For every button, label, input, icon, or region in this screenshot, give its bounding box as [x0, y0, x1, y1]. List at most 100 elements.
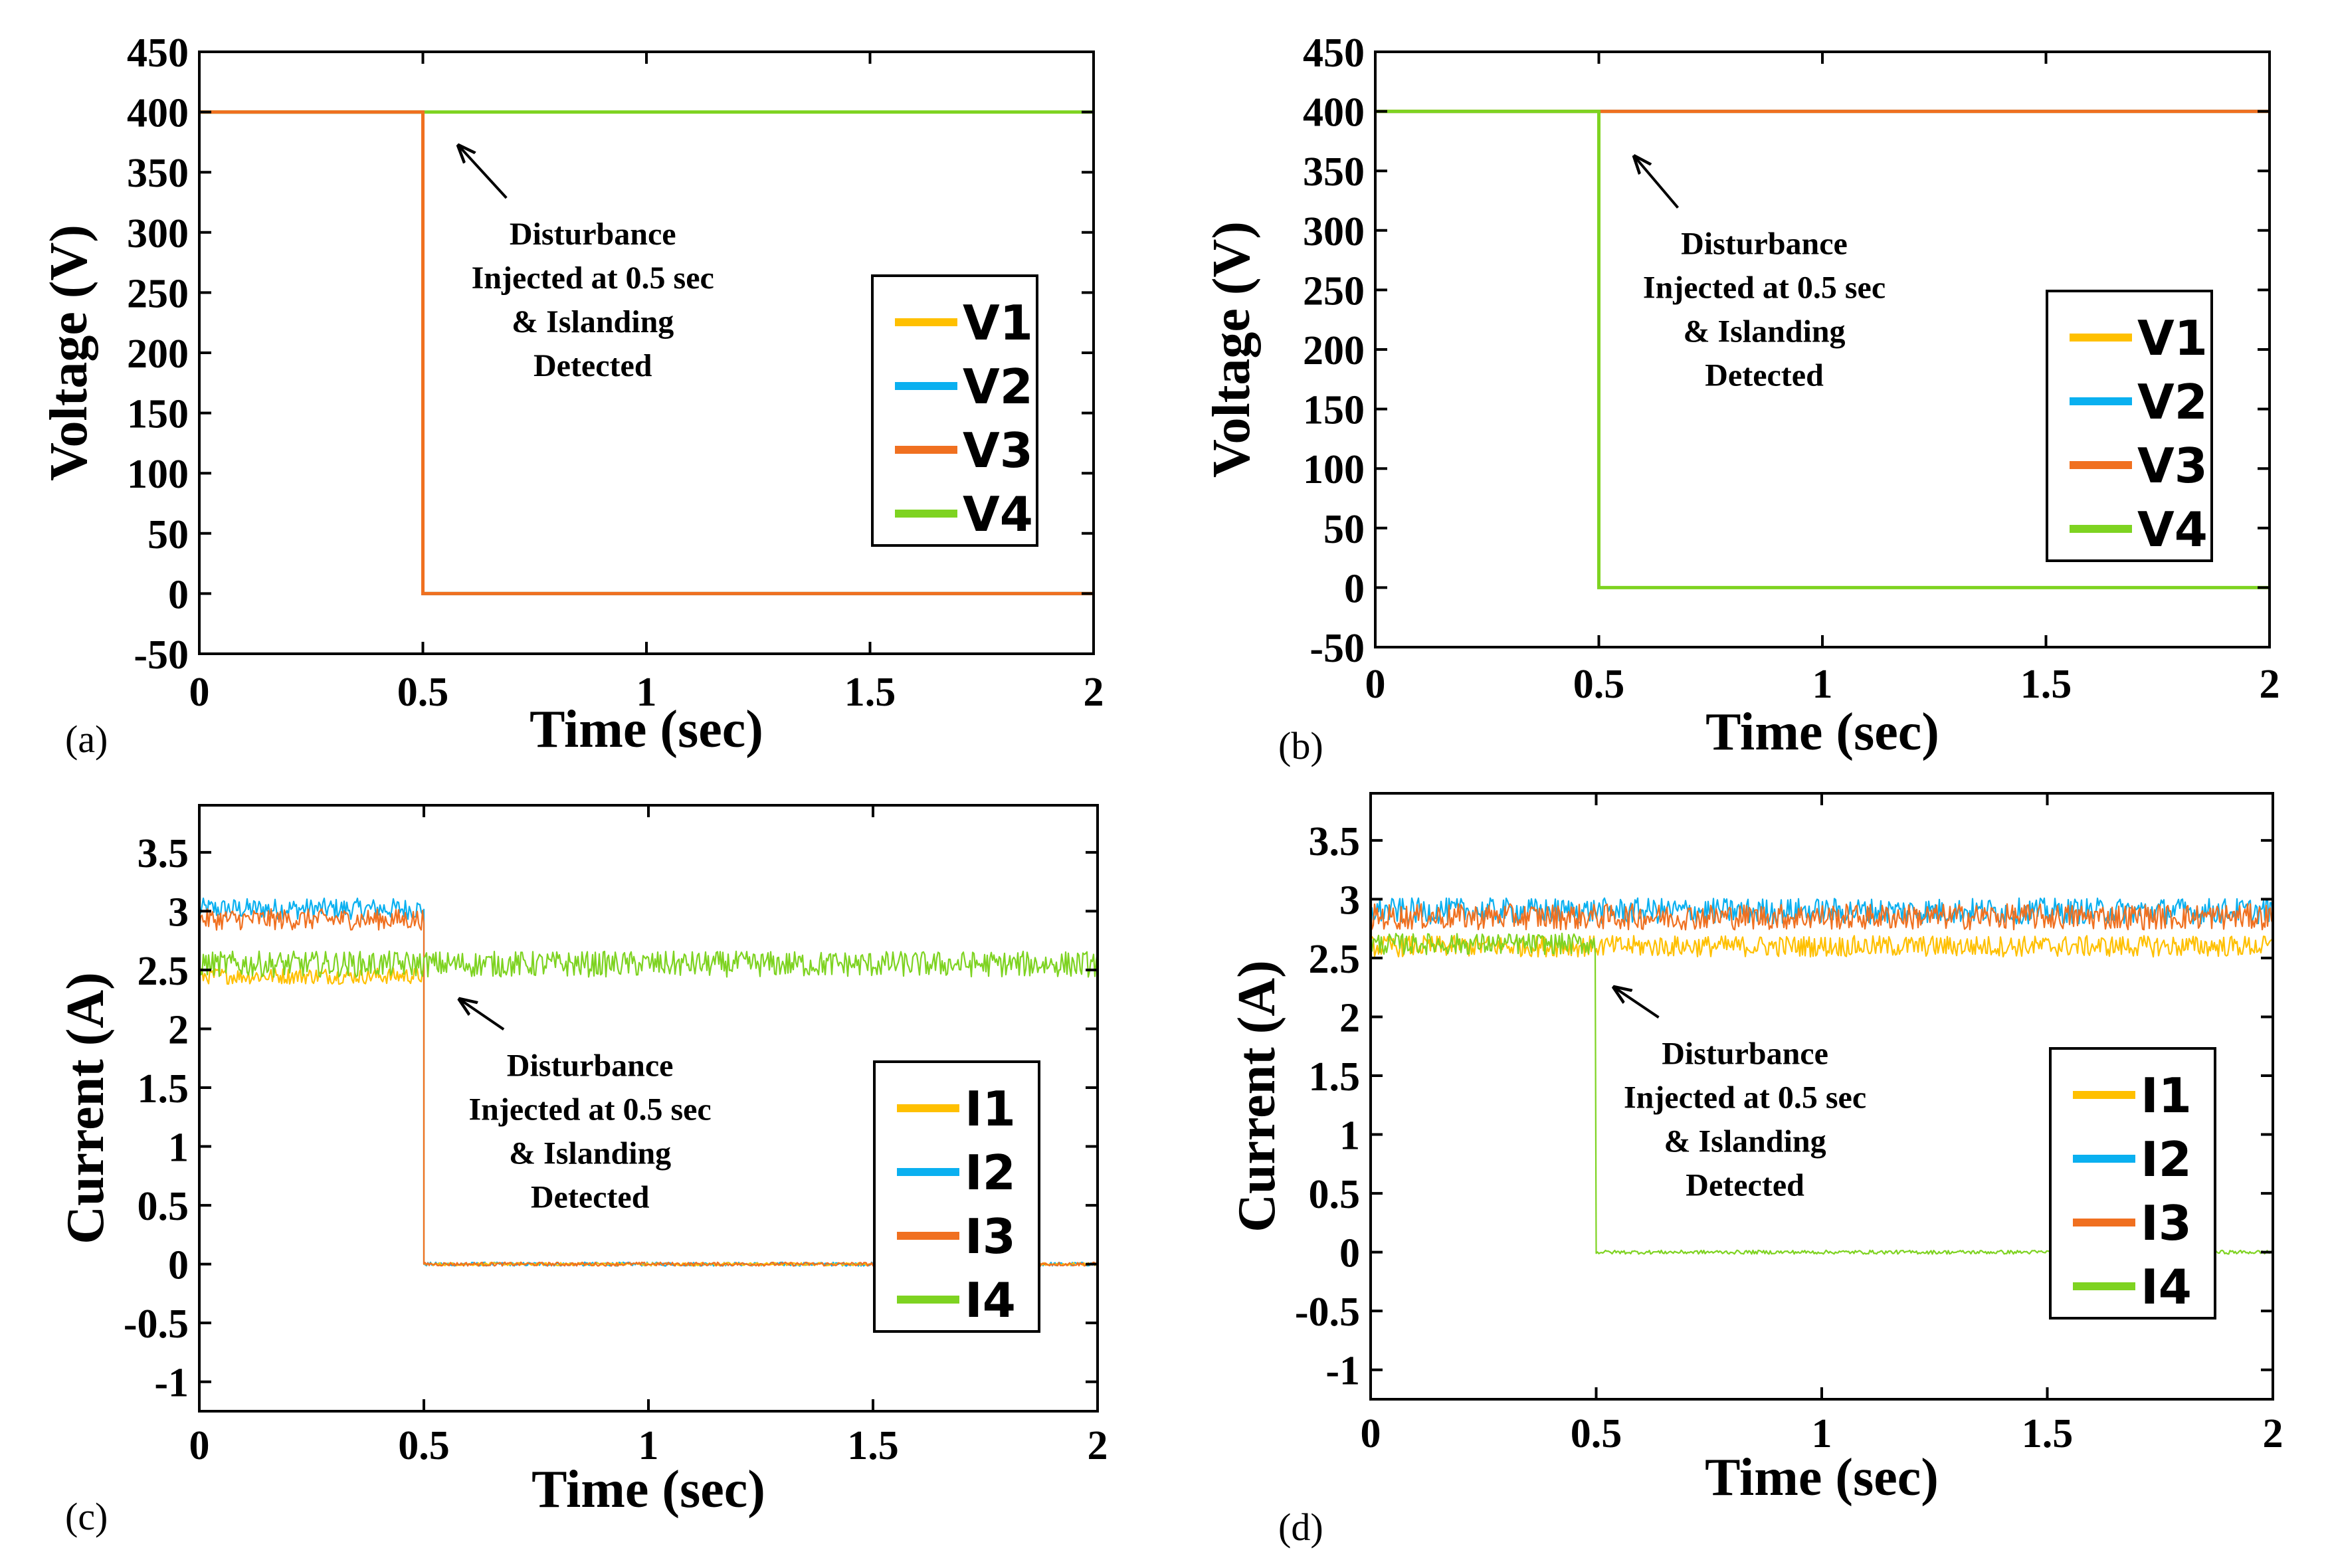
legend-label: I2: [2141, 1131, 2192, 1187]
x-tick-label: 0: [1361, 1411, 1381, 1456]
x-axis-label: Time (sec): [530, 700, 763, 759]
y-tick-label: 0: [168, 572, 189, 617]
y-tick-label: 1.5: [138, 1066, 189, 1112]
annotation-text: & Islanding: [1664, 1124, 1826, 1159]
annotation-text: Disturbance: [1681, 227, 1848, 262]
y-tick-label: 1: [1339, 1114, 1360, 1159]
annotation-arrow: [1614, 987, 1660, 1019]
legend-label: I1: [965, 1081, 1016, 1137]
y-tick-label: -1: [154, 1361, 189, 1406]
x-tick-label: 2: [2263, 1411, 2283, 1456]
x-tick-label: 2: [1084, 670, 1104, 715]
y-tick-label: 450: [127, 31, 189, 76]
panel-label-a: (a): [65, 718, 108, 761]
y-tick-label: 0: [1344, 566, 1365, 611]
x-tick-label: 0.5: [1573, 662, 1625, 707]
x-tick-label: 1.5: [2022, 1411, 2074, 1456]
x-tick-label: 0: [1365, 662, 1386, 707]
series-v3-line: [199, 110, 1094, 595]
x-tick-label: 0.5: [397, 670, 449, 715]
x-tick-label: 0: [189, 670, 210, 715]
y-tick-label: 2: [1339, 995, 1360, 1040]
legend-label: V2: [963, 359, 1033, 415]
x-tick-label: 1: [1812, 662, 1833, 707]
legend-label: I4: [965, 1272, 1016, 1328]
annotation-text: & Islanding: [512, 304, 674, 340]
x-axis-label: Time (sec): [1705, 1448, 1939, 1507]
y-tick-label: 400: [1303, 90, 1365, 136]
annotation-text: Detected: [534, 348, 652, 383]
annotation-text: Injected at 0.5 sec: [1624, 1080, 1866, 1115]
x-axis-label: Time (sec): [532, 1460, 765, 1519]
series-group: [1375, 110, 2270, 589]
y-tick-label: 3: [168, 890, 189, 935]
annotation-text: Disturbance: [1662, 1036, 1828, 1071]
x-tick-label: 0.5: [398, 1423, 450, 1468]
series-i2-line: [1371, 897, 2273, 1341]
legend-label: I3: [965, 1209, 1016, 1264]
annotation-text: Injected at 0.5 sec: [1643, 270, 1886, 306]
series-i1-line: [1371, 935, 2273, 958]
annotation-text: Detected: [1705, 358, 1824, 393]
y-tick-label: 150: [127, 392, 189, 437]
y-tick-label: -50: [134, 633, 189, 678]
panel-label-d: (d): [1278, 1506, 1323, 1549]
y-tick-label: 50: [147, 512, 189, 557]
legend-label: V4: [2137, 502, 2208, 557]
y-axis-label: Voltage (V): [40, 225, 98, 481]
legend-label: V2: [2137, 374, 2208, 430]
panel-label-b: (b): [1278, 724, 1323, 767]
y-tick-label: 3: [1339, 878, 1360, 923]
annotation-text: Injected at 0.5 sec: [472, 260, 714, 296]
chart-panel-2: 0 0.5 1 1.5 2-50050100150200250300350400450T…: [1203, 31, 2280, 761]
x-tick-label: 1.5: [844, 670, 896, 715]
y-tick-label: 0.5: [1309, 1172, 1361, 1217]
series-i3-line: [1371, 903, 2273, 1341]
x-tick-label: 2: [2260, 662, 2280, 707]
y-tick-label: 400: [127, 91, 189, 136]
y-tick-label: 0: [1339, 1231, 1360, 1276]
legend-label: I3: [2141, 1195, 2192, 1251]
x-axis-label: Time (sec): [1705, 703, 1939, 761]
y-tick-label: 350: [1303, 149, 1365, 195]
y-tick-label: 3.5: [1309, 819, 1361, 864]
y-tick-label: 100: [127, 452, 189, 497]
y-tick-label: -50: [1310, 626, 1365, 671]
y-tick-label: -1: [1325, 1349, 1360, 1394]
y-tick-label: 0.5: [138, 1184, 189, 1229]
y-tick-label: 2.5: [1309, 937, 1361, 982]
annotation-text: & Islanding: [509, 1135, 671, 1171]
annotation-text: Disturbance: [507, 1048, 674, 1083]
y-tick-label: 3.5: [138, 831, 189, 876]
annotation-text: Injected at 0.5 sec: [469, 1092, 712, 1127]
legend: I1 I2 I3 I4: [2049, 1047, 2216, 1320]
y-tick-label: -0.5: [1295, 1290, 1360, 1335]
annotation-arrow: [460, 999, 505, 1030]
legend-label: V4: [963, 486, 1033, 542]
y-tick-label: -0.5: [124, 1302, 189, 1347]
x-tick-label: 0.5: [1571, 1411, 1622, 1456]
y-tick-label: 200: [127, 332, 189, 377]
x-tick-label: 1.5: [2020, 662, 2072, 707]
annotation-text: Detected: [1686, 1167, 1804, 1203]
series-i4-line: [199, 950, 1098, 978]
y-tick-label: 0: [168, 1243, 189, 1288]
y-tick-label: 1.5: [1309, 1054, 1361, 1100]
legend-label: V3: [963, 423, 1033, 478]
legend: V1 V2 V3 V4: [2046, 290, 2213, 562]
y-tick-label: 300: [127, 211, 189, 256]
y-tick-label: 350: [127, 151, 189, 196]
chart-panel-4: 0 0.5 1 1.5 2 -1 -0.5 0 0.5 1 1.5 2 2.5 3 3.5 Time (sec…: [1228, 792, 2283, 1507]
x-tick-label: 1: [638, 1423, 659, 1468]
legend: V1 V2 V3 V4: [871, 274, 1038, 547]
x-tick-label: 0: [189, 1423, 210, 1468]
annotation-text: Detected: [531, 1179, 650, 1215]
panel-label-c: (c): [65, 1495, 108, 1538]
y-axis-label: Current (A): [1228, 960, 1286, 1232]
y-tick-label: 200: [1303, 328, 1365, 373]
legend-label: I4: [2141, 1259, 2192, 1315]
y-tick-label: 250: [127, 271, 189, 316]
y-tick-label: 50: [1323, 507, 1365, 552]
annotation-arrow: [458, 146, 508, 199]
